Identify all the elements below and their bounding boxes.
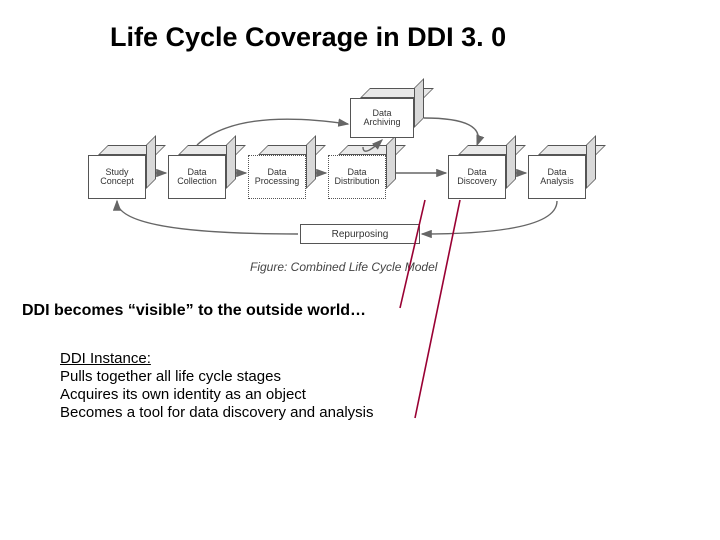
cube-discov: DataDiscovery bbox=[448, 155, 516, 209]
cube-label: DataProcessing bbox=[253, 166, 302, 189]
ddi-instance-block: DDI Instance: Pulls together all life cy… bbox=[60, 350, 374, 422]
cube-study: StudyConcept bbox=[88, 155, 156, 209]
cube-analys: DataAnalysis bbox=[528, 155, 596, 209]
cube-label: DataAnalysis bbox=[538, 166, 576, 189]
page-title: Life Cycle Coverage in DDI 3. 0 bbox=[110, 22, 506, 53]
cube-label: DataDiscovery bbox=[455, 166, 499, 189]
figure-caption: Figure: Combined Life Cycle Model bbox=[250, 260, 437, 274]
cube-label: DataDistribution bbox=[332, 166, 381, 189]
repurposing-box: Repurposing bbox=[300, 224, 420, 244]
ddi-instance-heading: DDI Instance: bbox=[60, 350, 374, 368]
subtitle: DDI becomes “visible” to the outside wor… bbox=[22, 302, 366, 320]
cube-distrib: DataDistribution bbox=[328, 155, 396, 209]
cube-collect: DataCollection bbox=[168, 155, 236, 209]
cube-archiving: DataArchiving bbox=[350, 98, 424, 148]
cube-process: DataProcessing bbox=[248, 155, 316, 209]
cube-label: DataCollection bbox=[175, 166, 219, 189]
ddi-instance-line: Becomes a tool for data discovery and an… bbox=[60, 404, 374, 422]
cube-label: StudyConcept bbox=[98, 166, 136, 189]
cube-label: DataArchiving bbox=[361, 107, 402, 130]
ddi-instance-line: Acquires its own identity as an object bbox=[60, 386, 374, 404]
ddi-instance-line: Pulls together all life cycle stages bbox=[60, 368, 374, 386]
